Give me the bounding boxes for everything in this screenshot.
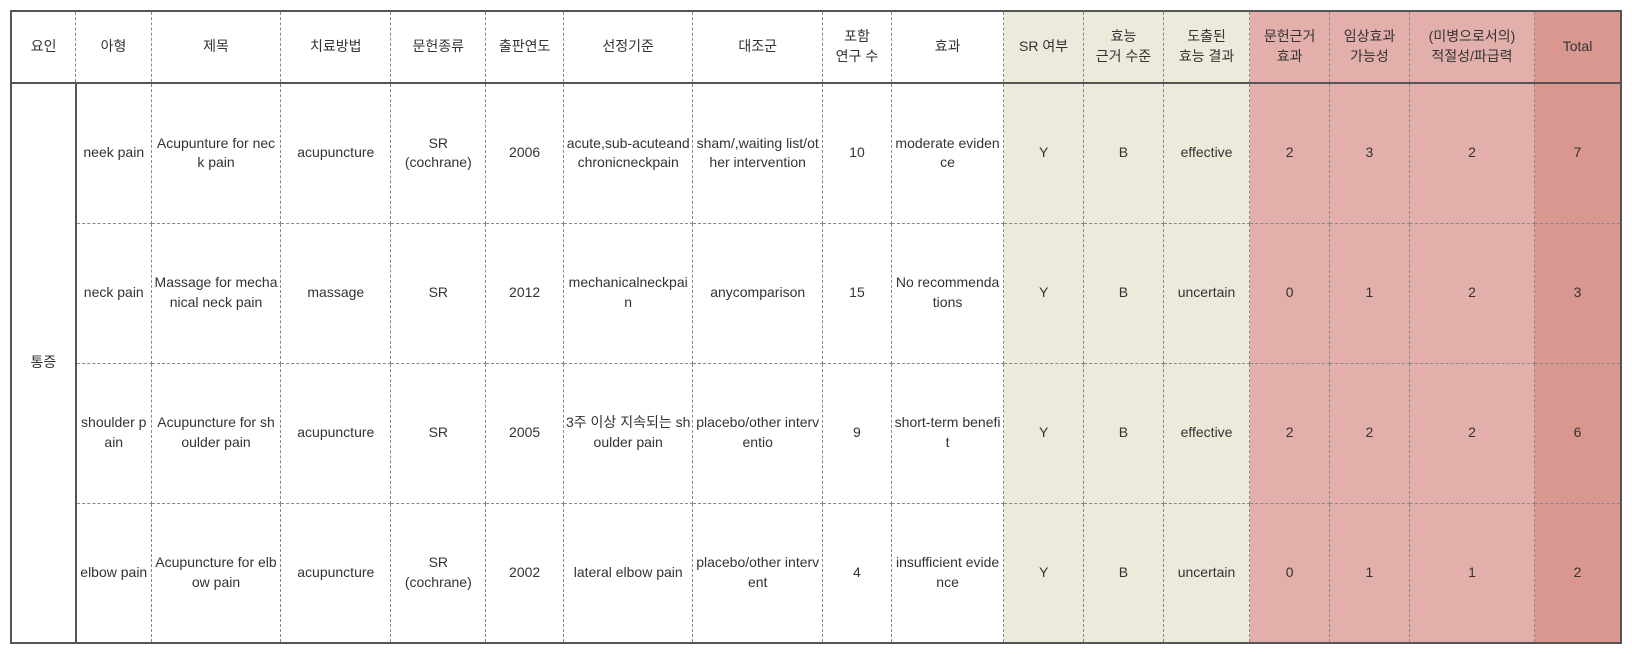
cell-c9: No recommendations — [891, 223, 1003, 363]
cell-c5: 2006 — [486, 83, 564, 223]
cell-c5: 2002 — [486, 503, 564, 643]
column-header-c1: 아형 — [76, 11, 152, 83]
cell-c1: elbow pain — [76, 503, 152, 643]
cell-c6: acute,sub-acuteandchronicneckpain — [563, 83, 692, 223]
cell-c8: 9 — [822, 363, 891, 503]
cell-c4: SR(cochrane) — [391, 503, 486, 643]
cell-c6: mechanicalneckpain — [563, 223, 692, 363]
cell-c11: B — [1084, 503, 1164, 643]
column-header-c6: 선정기준 — [563, 11, 692, 83]
cell-c10: Y — [1004, 503, 1084, 643]
table-row: elbow painAcupuncture for elbow painacup… — [11, 503, 1621, 643]
cell-c11: B — [1084, 83, 1164, 223]
cell-c8: 15 — [822, 223, 891, 363]
column-header-c9: 효과 — [891, 11, 1003, 83]
cell-c7: sham/,waiting list/other intervention — [693, 83, 822, 223]
cell-c3: acupuncture — [281, 83, 391, 223]
table-row: 통증neek painAcupunture for neck painacupu… — [11, 83, 1621, 223]
cell-c15: 2 — [1409, 223, 1534, 363]
column-header-c16: Total — [1535, 11, 1621, 83]
table-row: neck painMassage for mechanical neck pai… — [11, 223, 1621, 363]
column-header-c10: SR 여부 — [1004, 11, 1084, 83]
evidence-table: 요인아형제목치료방법문헌종류출판연도선정기준대조군포함연구 수효과SR 여부효능… — [10, 10, 1622, 644]
cell-c15: 2 — [1409, 363, 1534, 503]
cell-c4: SR — [391, 223, 486, 363]
column-header-c11: 효능근거 수준 — [1084, 11, 1164, 83]
table-header-row: 요인아형제목치료방법문헌종류출판연도선정기준대조군포함연구 수효과SR 여부효능… — [11, 11, 1621, 83]
cell-c3: acupuncture — [281, 503, 391, 643]
cell-c16: 6 — [1535, 363, 1621, 503]
cell-c3: massage — [281, 223, 391, 363]
cell-c9: moderate evidence — [891, 83, 1003, 223]
cell-c10: Y — [1004, 363, 1084, 503]
cell-c9: insufficient evidence — [891, 503, 1003, 643]
cell-c11: B — [1084, 223, 1164, 363]
cell-c6: lateral elbow pain — [563, 503, 692, 643]
cell-c12: effective — [1163, 363, 1249, 503]
cell-c5: 2012 — [486, 223, 564, 363]
column-header-c3: 치료방법 — [281, 11, 391, 83]
column-header-c7: 대조군 — [693, 11, 822, 83]
cell-c14: 1 — [1330, 223, 1410, 363]
cell-c9: short-term benefit — [891, 363, 1003, 503]
cell-c1: shoulder pain — [76, 363, 152, 503]
cell-c2: Acupunture for neck pain — [151, 83, 280, 223]
cell-c1: neek pain — [76, 83, 152, 223]
cell-c13: 0 — [1250, 223, 1330, 363]
cell-c2: Massage for mechanical neck pain — [151, 223, 280, 363]
cell-c11: B — [1084, 363, 1164, 503]
cell-c10: Y — [1004, 83, 1084, 223]
cell-c16: 7 — [1535, 83, 1621, 223]
cell-c2: Acupuncture for elbow pain — [151, 503, 280, 643]
cell-c7: placebo/other interventio — [693, 363, 822, 503]
cell-c3: acupuncture — [281, 363, 391, 503]
column-header-c13: 문헌근거효과 — [1250, 11, 1330, 83]
column-header-c14: 임상효과가능성 — [1330, 11, 1410, 83]
cell-c14: 3 — [1330, 83, 1410, 223]
column-header-c0: 요인 — [11, 11, 76, 83]
column-header-c2: 제목 — [151, 11, 280, 83]
cell-c8: 10 — [822, 83, 891, 223]
table-row: shoulder painAcupuncture for shoulder pa… — [11, 363, 1621, 503]
cell-c10: Y — [1004, 223, 1084, 363]
cell-c8: 4 — [822, 503, 891, 643]
cell-c13: 0 — [1250, 503, 1330, 643]
cell-c7: placebo/other intervent — [693, 503, 822, 643]
cell-c16: 3 — [1535, 223, 1621, 363]
cell-c12: uncertain — [1163, 223, 1249, 363]
cell-c4: SR(cochrane) — [391, 83, 486, 223]
cell-c16: 2 — [1535, 503, 1621, 643]
cell-c14: 2 — [1330, 363, 1410, 503]
cell-c2: Acupuncture for shoulder pain — [151, 363, 280, 503]
cell-c13: 2 — [1250, 363, 1330, 503]
cell-c15: 2 — [1409, 83, 1534, 223]
column-header-c8: 포함연구 수 — [822, 11, 891, 83]
cell-c5: 2005 — [486, 363, 564, 503]
rowgroup-label: 통증 — [11, 83, 76, 643]
cell-c12: uncertain — [1163, 503, 1249, 643]
cell-c7: anycomparison — [693, 223, 822, 363]
cell-c13: 2 — [1250, 83, 1330, 223]
column-header-c15: (미병으로서의)적절성/파급력 — [1409, 11, 1534, 83]
column-header-c12: 도출된효능 결과 — [1163, 11, 1249, 83]
cell-c14: 1 — [1330, 503, 1410, 643]
cell-c4: SR — [391, 363, 486, 503]
cell-c12: effective — [1163, 83, 1249, 223]
column-header-c4: 문헌종류 — [391, 11, 486, 83]
cell-c1: neck pain — [76, 223, 152, 363]
cell-c6: 3주 이상 지속되는 shoulder pain — [563, 363, 692, 503]
cell-c15: 1 — [1409, 503, 1534, 643]
column-header-c5: 출판연도 — [486, 11, 564, 83]
